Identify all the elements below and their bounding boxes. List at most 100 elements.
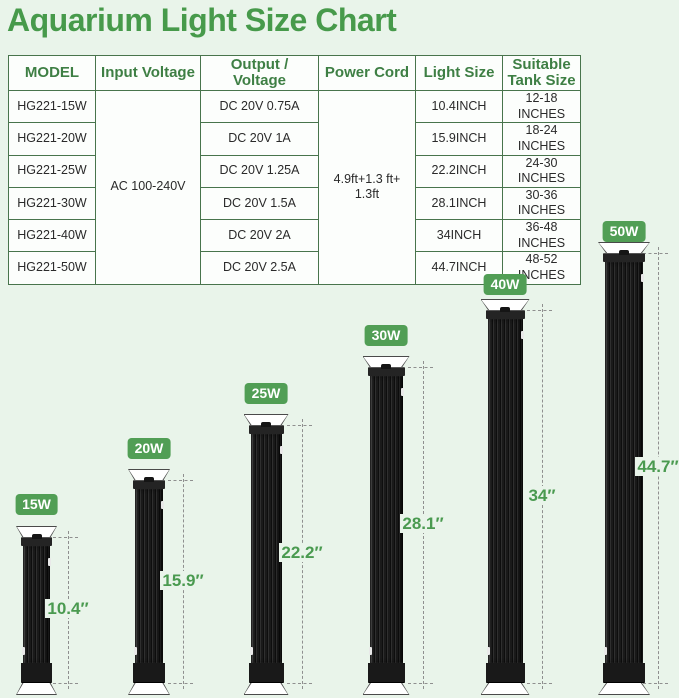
col-header-output-voltage: Output / Voltage (200, 55, 319, 91)
wattage-badge: 30W (364, 325, 408, 346)
mounting-clip-icon (368, 647, 372, 655)
table-header-row: MODEL Input Voltage Output / Voltage Pow… (8, 55, 581, 91)
light-bar-illustration (367, 364, 405, 683)
cell-light-size: 10.4INCH (415, 89, 503, 124)
col-header-model: MODEL (8, 55, 96, 91)
measure-tick-bottom (287, 683, 312, 684)
light-bar-illustration (133, 477, 165, 683)
measure-tick-bottom (408, 683, 433, 684)
mount-bracket-bottom (16, 681, 57, 695)
measure-tick-top (527, 310, 552, 311)
table-row: HG221-15W AC 100-240V DC 20V 0.75A 4.9ft… (8, 89, 581, 285)
spec-table: MODEL Input Voltage Output / Voltage Pow… (8, 55, 581, 285)
lamp-bottom-cap (21, 663, 52, 683)
measure-tick-bottom (168, 683, 193, 684)
cell-tank-size: 18-24 INCHES (502, 122, 581, 156)
table-row: HG221-50W DC 20V 2.5A 44.7INCH 48-52 INC… (8, 251, 581, 285)
cell-tank-size: 36-48 INCHES (502, 218, 581, 253)
cell-output: DC 20V 2.5A (200, 251, 319, 285)
mount-bracket-top (16, 526, 57, 539)
cell-light-size: 28.1INCH (415, 186, 503, 221)
wattage-badge: 20W (127, 438, 171, 459)
measure-dashed-line (302, 419, 303, 689)
measure-dashed-line (658, 247, 659, 689)
lamp-top-cap (603, 250, 645, 262)
measure-tick-top (53, 537, 78, 538)
cell-model: HG221-25W (8, 154, 96, 188)
light-bar-illustration (248, 422, 284, 683)
cell-model: HG221-30W (8, 186, 96, 221)
length-label-text: 44.7″ (635, 457, 679, 476)
cell-light-size: 15.9INCH (415, 122, 503, 156)
length-label: 10.4″ (23, 599, 113, 619)
cell-light-size: 44.7INCH (415, 251, 503, 285)
lamp-top-cap (21, 534, 52, 546)
measure-tick-bottom (527, 683, 552, 684)
measure-tick-bottom (53, 683, 78, 684)
mounting-clip-icon (48, 558, 51, 566)
cell-tank-size: 24-30 INCHES (502, 154, 581, 188)
cell-power-cord-merged: 4.9ft+1.3 ft+ 1.3ft (318, 90, 416, 285)
mounting-clip-icon (161, 501, 164, 509)
length-label-text: 15.9″ (160, 570, 206, 590)
mounting-clip-icon (249, 647, 253, 655)
lamp-top-cap (485, 307, 525, 319)
lamp-body (249, 434, 283, 663)
page-title: Aquarium Light Size Chart (7, 2, 397, 38)
lamp-body (604, 262, 644, 663)
lamp-top-cap (248, 422, 284, 434)
measure-dashed-line (542, 304, 543, 689)
wattage-badge: 25W (244, 383, 288, 404)
cell-output: DC 20V 2A (200, 218, 319, 253)
lamp-knob (619, 250, 629, 255)
measure-dashed-line (68, 531, 69, 689)
mount-bracket-bottom (480, 681, 530, 695)
measure-dashed-line (423, 361, 424, 689)
cell-tank-size: 30-36 INCHES (502, 186, 581, 221)
cell-output: DC 20V 0.75A (200, 89, 319, 124)
lamp-bottom-cap (133, 663, 165, 683)
light-bar-illustration (485, 307, 525, 683)
measure-tick-top (287, 425, 312, 426)
lamp-bottom-cap (603, 663, 645, 683)
lamp-knob (144, 477, 154, 482)
mount-bracket-bottom (362, 681, 410, 695)
mount-bracket-top (128, 469, 170, 482)
length-label-text: 10.4″ (45, 599, 91, 618)
mount-bracket-top (243, 414, 289, 427)
col-header-tank-size: Suitable Tank Size (502, 55, 581, 91)
cell-model: HG221-50W (8, 251, 96, 285)
table-row: HG221-25W DC 20V 1.25A 22.2INCH 24-30 IN… (8, 154, 581, 188)
lamp-bottom-cap (248, 663, 284, 683)
mounting-clip-icon (134, 647, 137, 655)
length-label-text: 28.1″ (400, 514, 446, 533)
length-label: 28.1″ (378, 514, 468, 534)
lamp-top-cap (133, 477, 165, 489)
length-label: 44.7″ (613, 457, 679, 477)
cell-output: DC 20V 1.5A (200, 186, 319, 221)
cell-input-voltage-merged: AC 100-240V (95, 90, 201, 285)
lamp-body (368, 376, 404, 663)
mounting-clip-icon (520, 331, 524, 339)
length-label: 22.2″ (257, 543, 347, 563)
lamp-knob (31, 534, 42, 539)
lamp-knob (500, 307, 510, 312)
measure-tick-top (408, 367, 433, 368)
mount-bracket-bottom (128, 681, 170, 695)
lamp-body (134, 489, 164, 663)
table-row: HG221-40W DC 20V 2A 34INCH 36-48 INCHES (8, 218, 581, 253)
cell-output: DC 20V 1A (200, 122, 319, 156)
measure-tick-bottom (643, 683, 668, 684)
mount-bracket-bottom (598, 681, 650, 695)
measure-tick-top (168, 480, 193, 481)
cell-tank-size: 12-18 INCHES (502, 89, 581, 124)
light-bar-illustration (21, 534, 52, 683)
wattage-badge: 50W (602, 221, 646, 242)
mount-bracket-bottom (243, 681, 289, 695)
cell-model: HG221-15W (8, 89, 96, 124)
length-label-text: 22.2″ (279, 543, 325, 562)
lamp-bottom-cap (485, 663, 525, 683)
lamp-knob (261, 422, 271, 427)
cell-model: HG221-40W (8, 218, 96, 253)
mounting-clip-icon (604, 647, 607, 655)
